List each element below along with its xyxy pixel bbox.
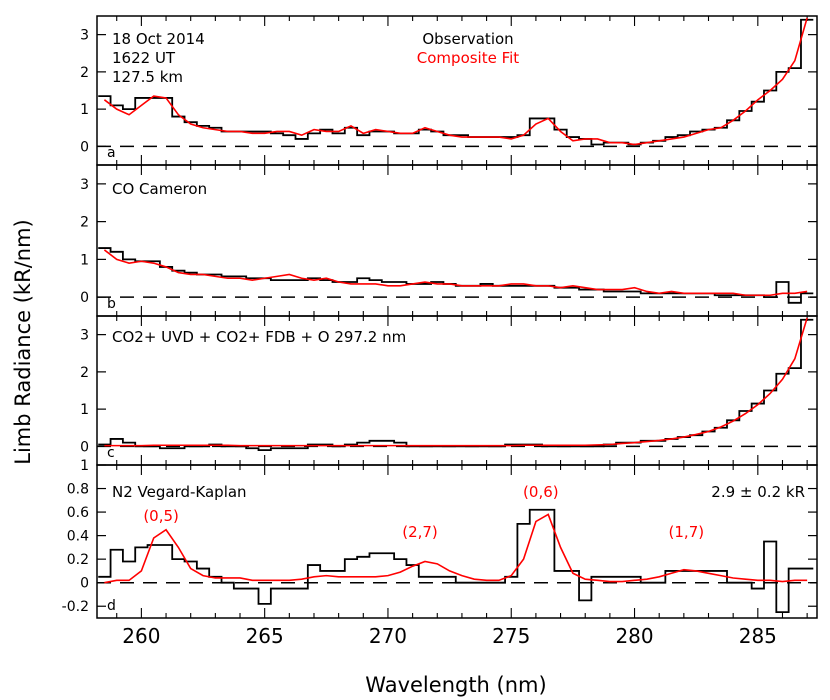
band-label-0-5: (0,5) [143, 507, 179, 525]
xtick-label: 285 [739, 624, 777, 648]
panel-a-ytick-label: 1 [80, 102, 89, 118]
panel-d-title: N2 Vegard-Kaplan [112, 483, 247, 501]
xtick-label: 280 [615, 624, 653, 648]
band-label-2-7: (2,7) [402, 523, 438, 541]
panel-b-ytick-label: 3 [80, 177, 89, 193]
panel-c-ytick-label: 3 [80, 328, 89, 344]
panel-d-letter: d [107, 598, 116, 614]
band-label-1-7: (1,7) [669, 523, 705, 541]
panel-a-ytick-label: 2 [80, 65, 89, 81]
panel-d-ytick-label: 1 [80, 458, 89, 474]
panel-b-fit-series [103, 249, 808, 297]
time-label: 1622 UT [112, 49, 176, 67]
xtick-label: 275 [492, 624, 530, 648]
panel-d-frame [96, 464, 818, 619]
xtick-label: 265 [246, 624, 284, 648]
panel-d-fit-series [104, 513, 808, 584]
panel-d-ytick-label: -0.2 [62, 599, 89, 615]
panel-c-ytick-label: 1 [80, 402, 89, 418]
date-label: 18 Oct 2014 [112, 30, 205, 48]
panel-b-ytick-label: 1 [80, 252, 89, 268]
panel-b-letter: b [107, 296, 116, 312]
panel-c-fit-series [104, 317, 808, 447]
panel-b-ytick-label: 2 [80, 215, 89, 231]
panel-a-ytick-label: 0 [80, 139, 89, 155]
panel-d-ytick-label: 0 [80, 576, 89, 592]
panel-b-ytick-label: 0 [80, 290, 89, 306]
panel-c-title: CO2+ UVD + CO2+ FDB + O 297.2 nm [112, 328, 406, 346]
panel-d-ytick-label: 0.6 [67, 505, 89, 521]
panel-d-ytick-label: 0.2 [67, 552, 89, 568]
panel-c-ytick-label: 2 [80, 365, 89, 381]
xtick-label: 260 [122, 624, 160, 648]
y-axis-label: Limb Radiance (kR/nm) [11, 219, 35, 464]
total-brightness-label: 2.9 ± 0.2 kR [711, 483, 805, 501]
panel-c-letter: c [107, 445, 115, 461]
altitude-label: 127.5 km [112, 68, 183, 86]
panel-a-ytick-label: 3 [80, 28, 89, 44]
panel-a-observation-series [98, 18, 814, 146]
legend-composite-fit: Composite Fit [417, 49, 520, 67]
panel-a-letter: a [107, 145, 116, 161]
panel-d-ytick-label: 0.4 [67, 529, 89, 545]
panel-a-fit-series [103, 17, 808, 146]
x-axis-label: Wavelength (nm) [365, 673, 546, 697]
panel-d-ytick-label: 0.8 [67, 482, 89, 498]
panel-d-observation-series [98, 508, 814, 614]
legend-observation: Observation [422, 30, 513, 48]
xtick-label: 270 [369, 624, 407, 648]
band-label-0-6: (0,6) [523, 483, 559, 501]
panel-c-ytick-label: 0 [80, 439, 89, 455]
panel-b-title: CO Cameron [112, 180, 207, 198]
